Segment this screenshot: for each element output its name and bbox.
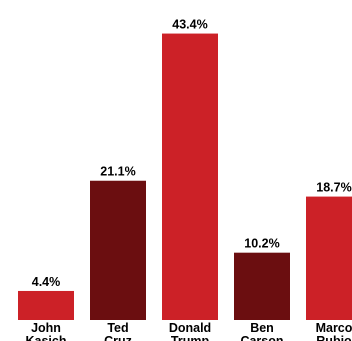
category-label-2-line-1: Trump <box>171 334 210 341</box>
bar-4 <box>306 196 352 320</box>
category-label-2-line-0: Donald <box>169 321 211 335</box>
category-label-4-line-0: Marco <box>316 321 352 335</box>
bars-layer <box>18 33 352 321</box>
category-label-4-line-1: Rubio <box>316 334 352 341</box>
category-label-3-line-1: Carson <box>240 334 283 341</box>
bar-1 <box>90 180 146 320</box>
bar-value-label-3: 10.2% <box>244 237 279 251</box>
bar-value-label-2: 43.4% <box>172 18 207 32</box>
bar-2 <box>162 33 218 321</box>
bar-0 <box>18 290 74 320</box>
bar-3 <box>234 252 290 320</box>
category-label-3-line-0: Ben <box>250 321 274 335</box>
category-label-0-line-1: Kasich <box>26 334 67 341</box>
bar-value-label-1: 21.1% <box>100 165 135 179</box>
category-label-1-line-0: Ted <box>107 321 128 335</box>
bar-value-label-0: 4.4% <box>32 275 61 289</box>
bar-value-label-4: 18.7% <box>316 181 351 195</box>
category-label-0-line-0: John <box>31 321 61 335</box>
value-labels-layer: 4.4% 21.1% 43.4% 10.2% 18.7% <box>32 18 352 289</box>
category-label-1-line-1: Cruz <box>104 334 132 341</box>
